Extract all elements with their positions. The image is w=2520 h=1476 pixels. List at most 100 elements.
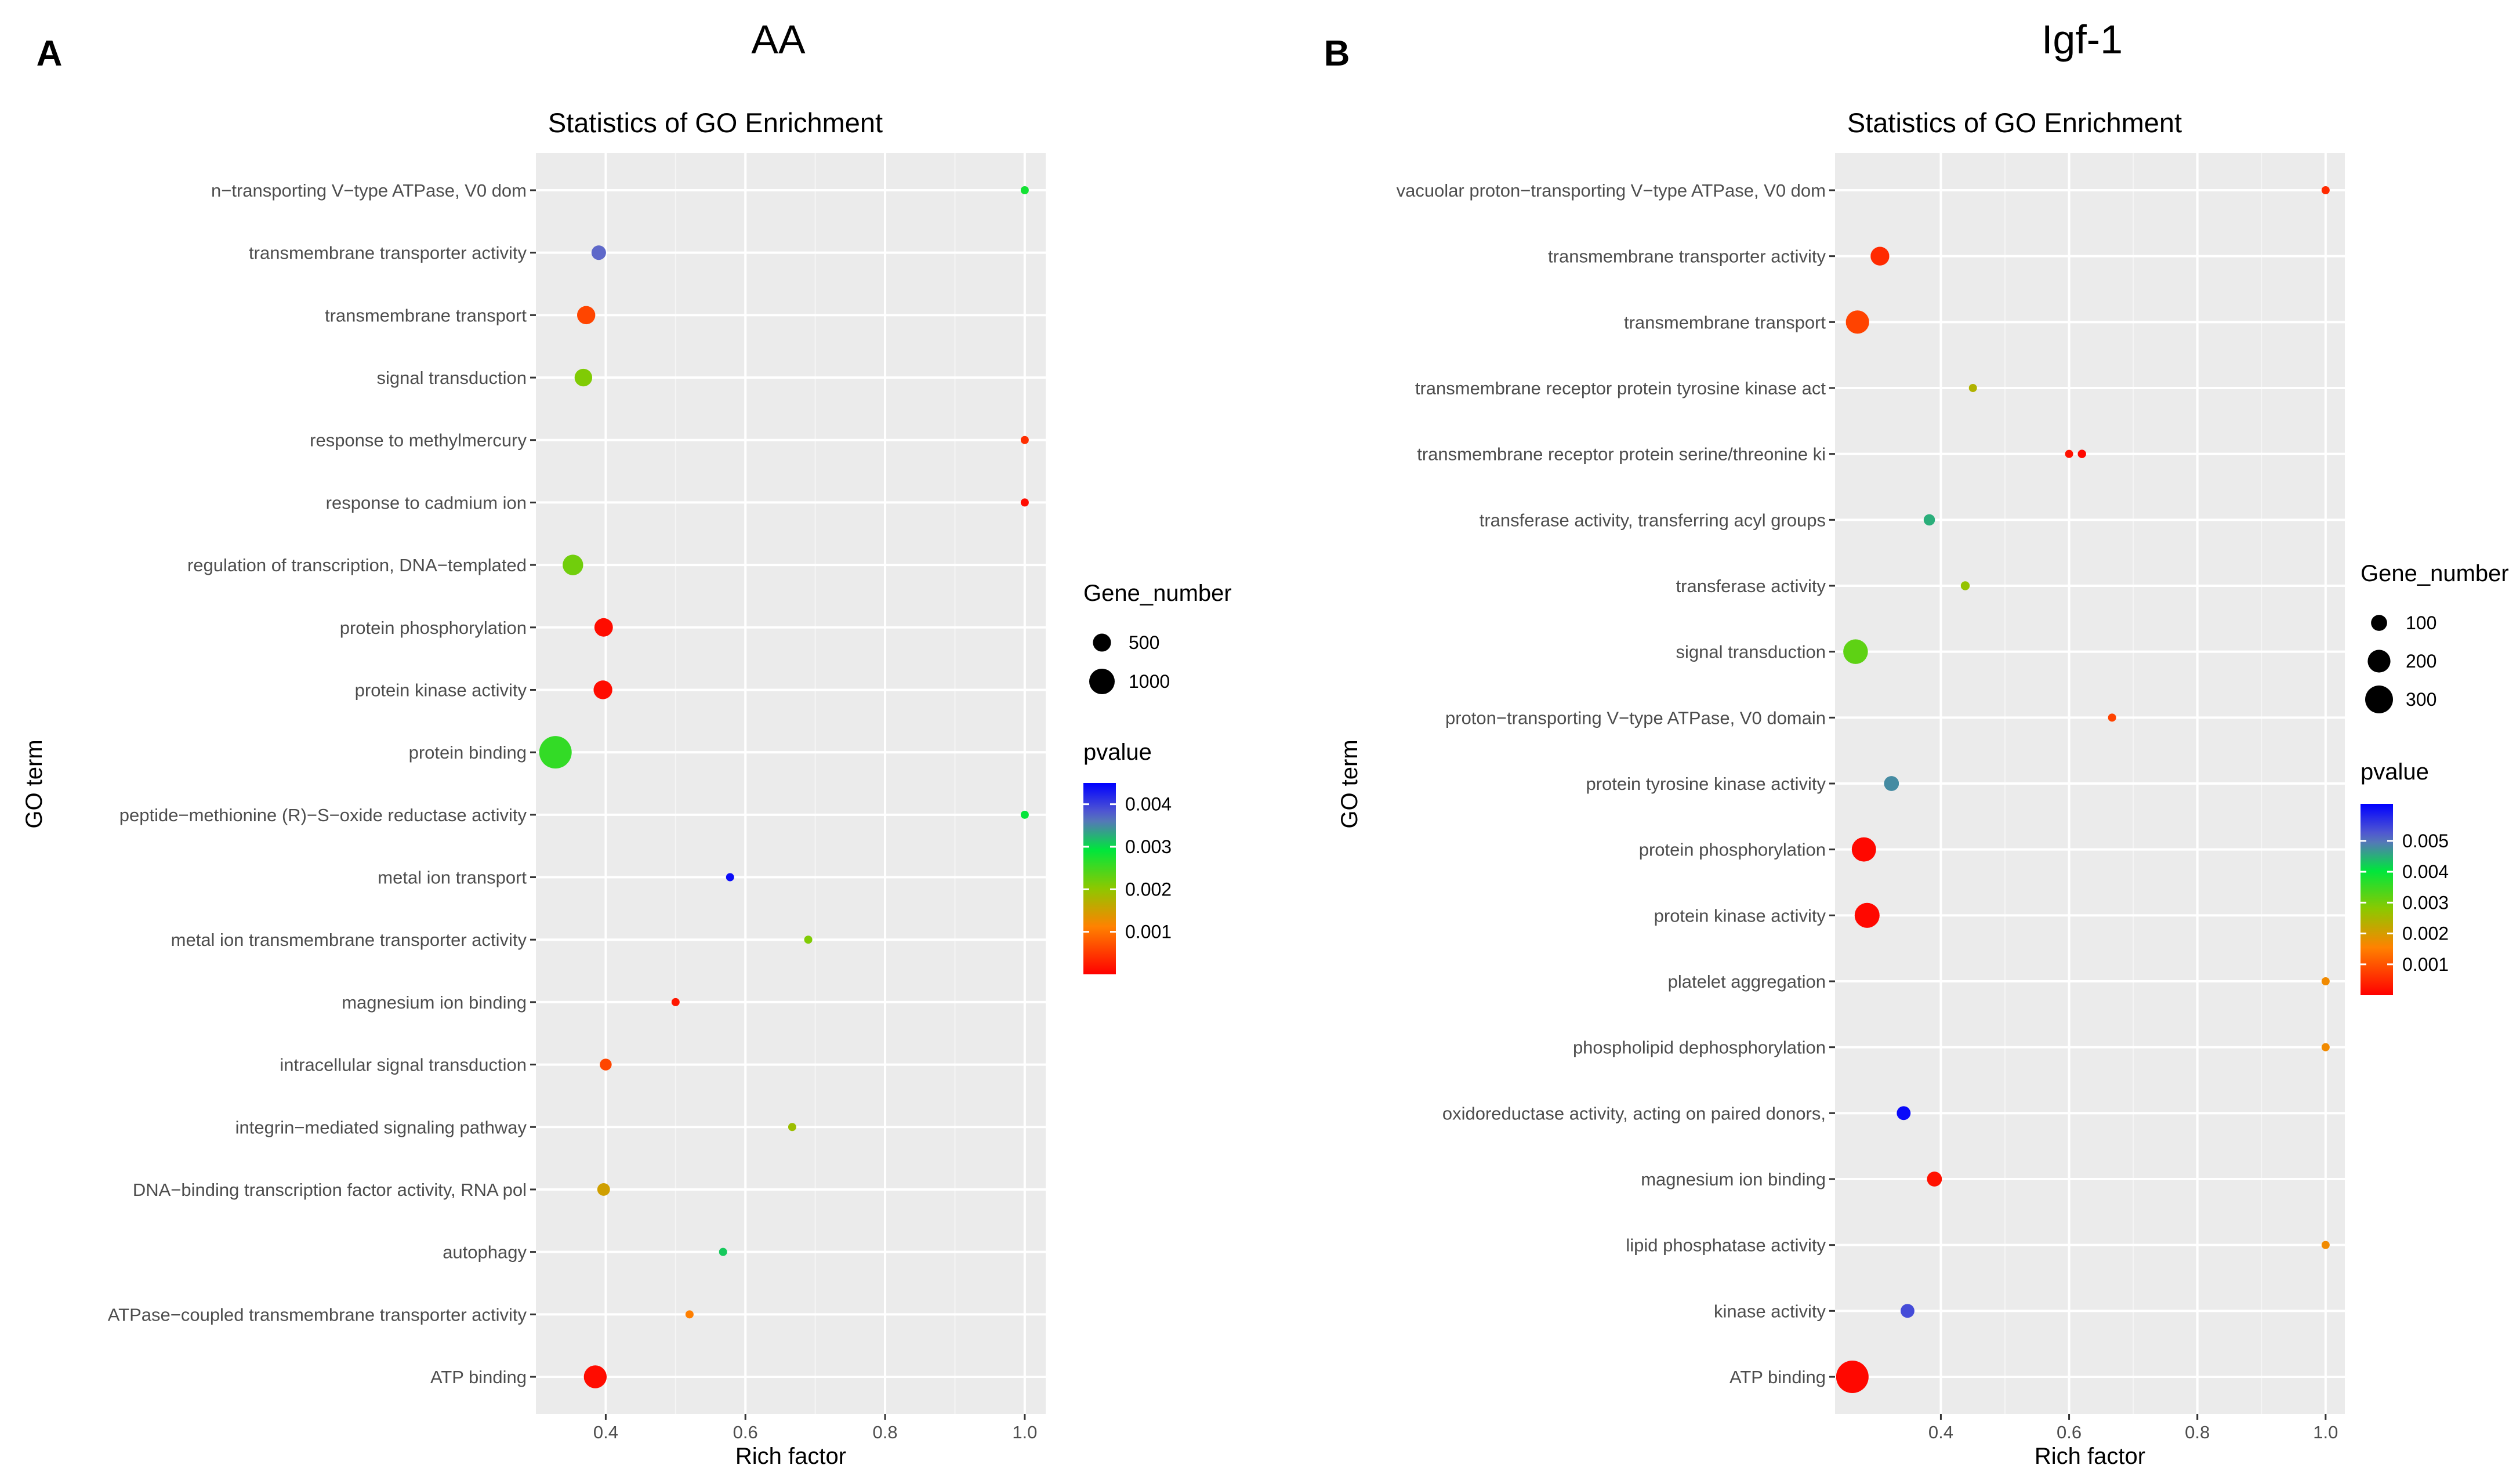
y-tick-label: ATPase−coupled transmembrane transporter… xyxy=(108,1304,527,1325)
data-point xyxy=(594,618,613,637)
x-tick-label: 1.0 xyxy=(2313,1422,2338,1442)
y-axis-title: GO term xyxy=(1337,739,1362,828)
y-tick-label: protein phosphorylation xyxy=(340,618,527,638)
y-tick-label: regulation of transcription, DNA−templat… xyxy=(187,555,527,575)
data-point xyxy=(600,1058,612,1071)
data-point xyxy=(1927,1172,1942,1187)
legend-label: 300 xyxy=(2406,689,2436,710)
y-tick-label: DNA−binding transcription factor activit… xyxy=(133,1180,527,1200)
y-tick-label: protein kinase activity xyxy=(1654,905,1826,926)
y-tick-label: protein kinase activity xyxy=(355,680,527,700)
y-tick-label: transmembrane receptor protein serine/th… xyxy=(1417,444,1826,465)
y-tick-label: integrin−mediated signaling pathway xyxy=(235,1117,527,1137)
data-point xyxy=(1923,514,1935,526)
y-tick-label: phospholipid dephosphorylation xyxy=(1573,1038,1826,1058)
y-tick-label: transferase activity, transferring acyl … xyxy=(1480,510,1826,530)
colorbar-label: 0.003 xyxy=(2402,892,2449,913)
y-tick-label: intracellular signal transduction xyxy=(280,1055,527,1075)
colorbar-label: 0.004 xyxy=(2402,861,2449,882)
legend-size-key xyxy=(1093,633,1111,652)
x-axis-title: Rich factor xyxy=(735,1444,846,1469)
legend-title: Gene_number xyxy=(1083,581,1232,606)
data-point xyxy=(574,368,593,387)
data-point xyxy=(726,873,734,882)
y-tick-label: response to methylmercury xyxy=(310,430,527,451)
pvalue-legend: pvalue 0.004 0.003 0.002 0.001 xyxy=(1083,739,1172,974)
data-point xyxy=(1901,1304,1915,1318)
gene-number-legend: Gene_number 100 200 300 xyxy=(2361,561,2509,713)
data-point xyxy=(719,1247,727,1256)
data-point xyxy=(1851,837,1876,862)
plot-background xyxy=(536,153,1046,1414)
colorbar-label: 0.004 xyxy=(1125,794,1172,815)
legend-title: pvalue xyxy=(2361,759,2429,785)
colorbar-label: 0.002 xyxy=(2402,923,2449,944)
data-point xyxy=(1836,1361,1869,1393)
y-tick-label: magnesium ion binding xyxy=(342,992,527,1013)
x-axis-title: Rich factor xyxy=(2035,1444,2145,1469)
y-tick-label: peptide−methionine (R)−S−oxide reductase… xyxy=(119,805,527,825)
plot-title: Statistics of GO Enrichment xyxy=(548,107,883,138)
panel-title: Igf-1 xyxy=(2042,17,2123,62)
legend-label: 200 xyxy=(2406,651,2436,672)
legend-size-key xyxy=(2367,650,2391,673)
panel-title: AA xyxy=(751,17,806,62)
data-point xyxy=(1968,384,1977,392)
y-tick-label: transmembrane transport xyxy=(1624,312,1826,332)
panel-letter: B xyxy=(1324,34,1350,74)
data-point xyxy=(1020,436,1029,444)
y-tick-label: lipid phosphatase activity xyxy=(1626,1235,1826,1256)
y-tick-label: signal transduction xyxy=(377,368,527,388)
y-axis-title: GO term xyxy=(21,739,47,828)
colorbar-label: 0.001 xyxy=(2402,954,2449,975)
data-point xyxy=(583,1365,607,1388)
y-tick-label: metal ion transport xyxy=(378,868,527,888)
data-point xyxy=(2321,186,2330,194)
x-tick-label: 0.8 xyxy=(2185,1422,2210,1442)
data-point xyxy=(788,1123,796,1132)
y-tick-label: n−transporting V−type ATPase, V0 dom xyxy=(211,180,527,201)
panel-letter: A xyxy=(37,34,63,74)
y-tick-label: proton−transporting V−type ATPase, V0 do… xyxy=(1445,708,1826,728)
y-tick-label: kinase activity xyxy=(1714,1301,1826,1321)
data-point xyxy=(671,998,680,1006)
data-point xyxy=(1020,186,1029,194)
pvalue-colorbar xyxy=(1083,783,1116,974)
y-tick-label: transmembrane transporter activity xyxy=(1548,246,1826,267)
data-point xyxy=(1843,639,1868,664)
data-point xyxy=(2321,977,2330,985)
gene-number-legend: Gene_number 500 1000 xyxy=(1083,581,1232,694)
legend-label: 1000 xyxy=(1129,671,1170,692)
y-tick-label: protein tyrosine kinase activity xyxy=(1586,774,1826,794)
data-point xyxy=(1870,246,1890,266)
data-point xyxy=(2108,713,2116,722)
legend-size-key xyxy=(2371,615,2387,631)
y-tick-label: ATP binding xyxy=(430,1367,527,1387)
plot-title: Statistics of GO Enrichment xyxy=(1847,107,2182,138)
data-point xyxy=(597,1183,610,1196)
data-point xyxy=(2321,1043,2330,1051)
y-tick-label: transmembrane receptor protein tyrosine … xyxy=(1415,378,1826,398)
data-point xyxy=(591,245,606,260)
y-tick-label: autophagy xyxy=(443,1242,527,1263)
legend-size-key xyxy=(2365,686,2393,713)
legend-label: 500 xyxy=(1129,632,1159,653)
data-point xyxy=(2077,449,2086,458)
legend-title: pvalue xyxy=(1083,739,1152,765)
data-point xyxy=(576,306,596,325)
pvalue-colorbar xyxy=(2361,804,2393,995)
x-tick-label: 0.6 xyxy=(2057,1422,2082,1442)
data-point xyxy=(1884,776,1899,791)
panel-b: B Igf-1 Statistics of GO Enrichment vacuola… xyxy=(1324,17,2509,1469)
data-point xyxy=(563,554,583,575)
x-tick-label: 0.4 xyxy=(1928,1422,1953,1442)
data-point xyxy=(1897,1106,1911,1120)
x-tick-label: 0.8 xyxy=(873,1422,898,1442)
data-point xyxy=(1845,310,1869,334)
y-tick-label: response to cadmium ion xyxy=(326,492,527,513)
y-tick-label: ATP binding xyxy=(1729,1367,1826,1387)
y-tick-label: vacuolar proton−transporting V−type ATPa… xyxy=(1397,180,1826,201)
data-point xyxy=(593,680,612,699)
y-tick-label: protein phosphorylation xyxy=(1639,840,1826,860)
